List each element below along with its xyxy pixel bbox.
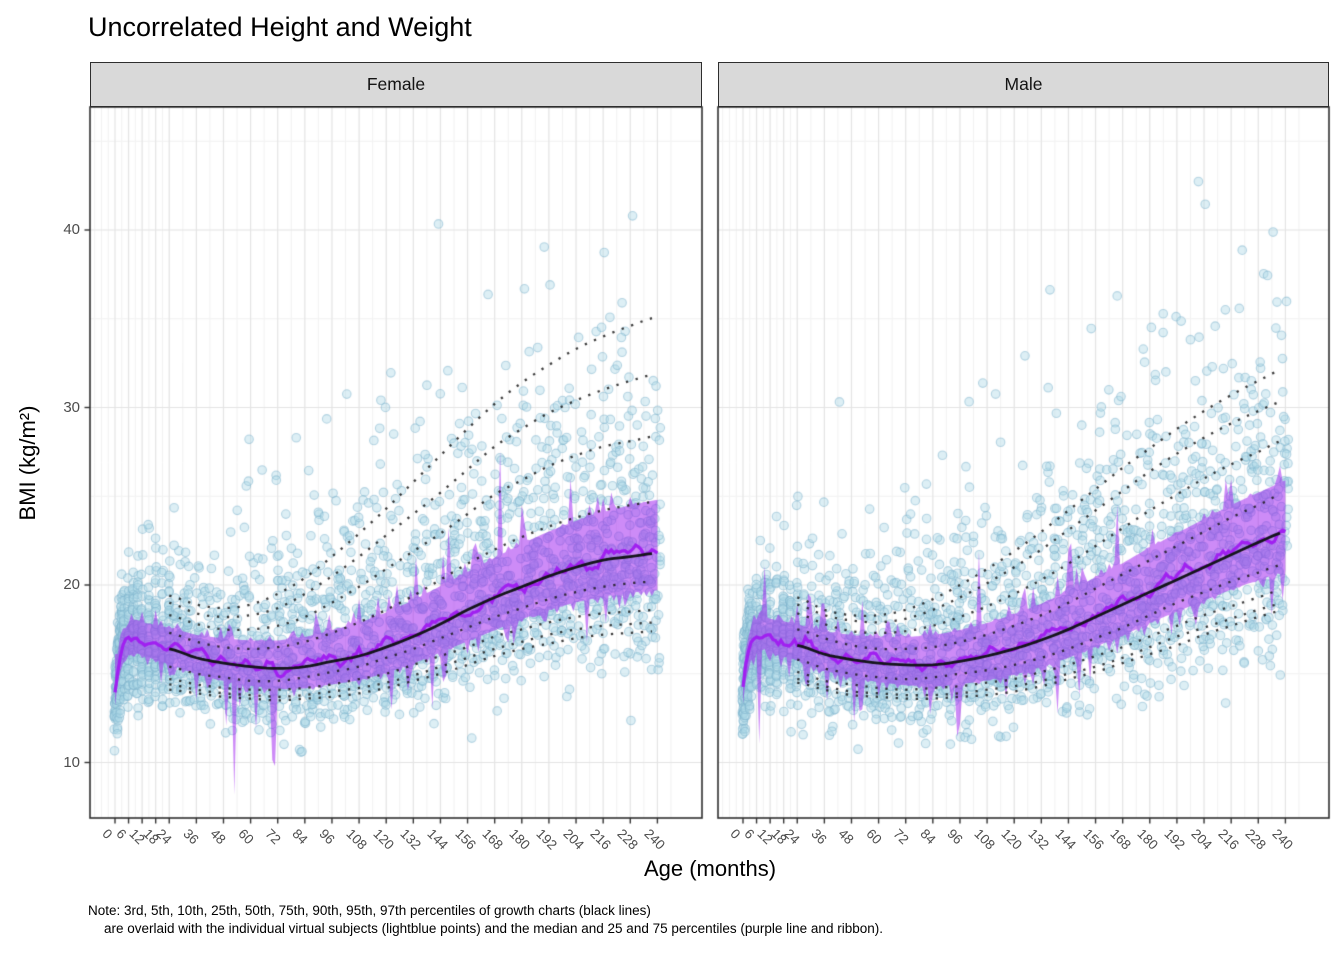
caption-note-line1: Note: 3rd, 5th, 10th, 25th, 50th, 75th, … xyxy=(88,903,651,918)
y-tick-label: 30 xyxy=(63,398,80,416)
x-axis-title: Age (months) xyxy=(643,856,777,881)
facet-strip-female: Female xyxy=(90,62,702,107)
y-tick-label: 10 xyxy=(63,753,80,771)
caption-note-line2: are overlaid with the individual virtual… xyxy=(104,921,883,936)
facet-strip-male: Male xyxy=(718,62,1329,107)
facet-strip-label-female: Female xyxy=(366,74,426,94)
y-tick-label: 40 xyxy=(63,221,80,238)
facet-strip-label-male: Male xyxy=(1004,74,1043,94)
caption-note: Note: 3rd, 5th, 10th, 25th, 50th, 75th, … xyxy=(88,902,883,938)
y-tick-label: 20 xyxy=(63,576,80,593)
chart-title: Uncorrelated Height and Weight xyxy=(88,12,472,42)
